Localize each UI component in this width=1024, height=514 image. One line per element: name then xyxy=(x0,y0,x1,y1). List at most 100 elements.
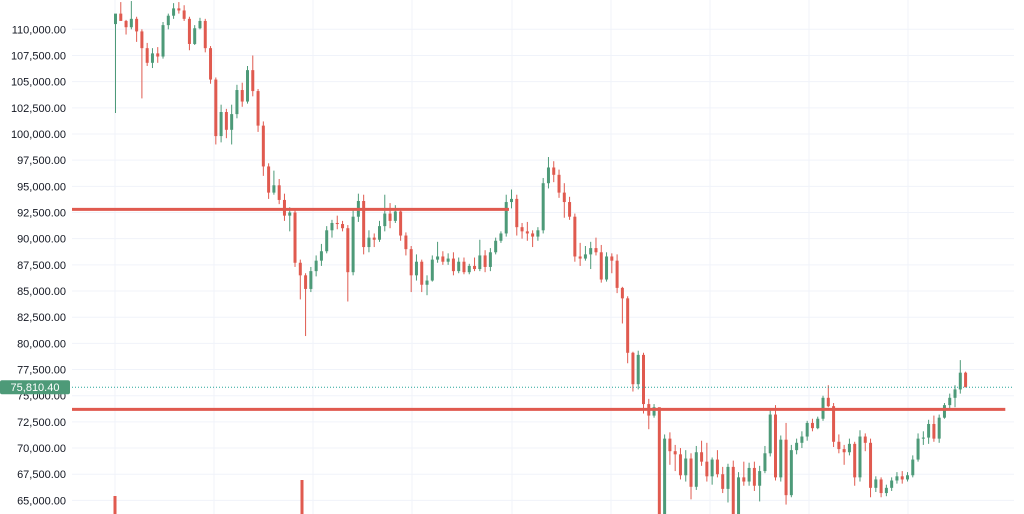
candle-body xyxy=(256,91,260,126)
candle-body xyxy=(774,414,777,478)
candle-body xyxy=(752,467,756,486)
candle-body xyxy=(335,222,339,225)
candle-body xyxy=(942,405,946,418)
y-tick-label: 72,500.00 xyxy=(17,417,66,429)
candle-body xyxy=(884,487,888,494)
candle-body xyxy=(927,423,931,438)
candle-body xyxy=(784,439,788,496)
horizontal-levels[interactable] xyxy=(72,207,1006,411)
candle-body xyxy=(378,226,381,240)
candle-body xyxy=(182,10,186,19)
candle-body xyxy=(457,261,461,272)
candle-body xyxy=(325,230,329,252)
candle-body xyxy=(605,256,609,280)
candle-body xyxy=(789,450,793,496)
candle-body xyxy=(161,25,165,57)
candle-body xyxy=(304,275,308,289)
candle-body xyxy=(341,224,345,229)
candle-body xyxy=(816,418,820,429)
candle-body xyxy=(795,442,799,451)
candle-body xyxy=(156,53,160,57)
candle-body xyxy=(177,8,181,11)
candle-body xyxy=(921,437,925,439)
y-tick-label: 67,500.00 xyxy=(17,469,66,481)
candle-body xyxy=(203,20,207,49)
candle-body xyxy=(826,397,830,407)
candle-body xyxy=(399,211,403,236)
candle-body xyxy=(863,436,867,443)
y-tick-label: 82,500.00 xyxy=(17,312,66,324)
candle-body xyxy=(393,211,397,221)
candle-body xyxy=(573,216,577,257)
candle-body xyxy=(499,233,503,241)
candle-body xyxy=(763,453,767,472)
candle-body xyxy=(293,212,297,263)
candle-body xyxy=(805,422,809,437)
candle-body xyxy=(230,114,234,130)
candle-body xyxy=(150,53,154,63)
candle-body xyxy=(890,480,894,488)
candle-body xyxy=(663,438,667,514)
candle-body xyxy=(610,256,614,261)
candle-body xyxy=(937,417,941,439)
candle-body xyxy=(552,167,556,175)
candle-body xyxy=(837,441,841,450)
candle-body xyxy=(187,18,191,44)
candle-body xyxy=(832,406,836,442)
candle-body xyxy=(620,287,624,299)
candle-body xyxy=(277,185,281,200)
candle-body xyxy=(383,213,387,227)
volume-bar xyxy=(300,480,304,514)
candle-body xyxy=(589,248,593,255)
candle-body xyxy=(478,255,482,270)
candle-body xyxy=(715,459,719,475)
candle-body xyxy=(657,407,661,514)
candle-body xyxy=(420,261,424,285)
candle-body xyxy=(948,397,952,406)
grid xyxy=(72,0,1014,514)
candle-body xyxy=(536,230,540,237)
candle-body xyxy=(462,261,466,273)
candle-body xyxy=(557,174,561,193)
candle-body xyxy=(446,258,450,262)
candle-body xyxy=(261,125,265,167)
price-axis: 110,000.00 107,500.00 105,000.00 102,500.00… xyxy=(11,24,66,507)
last-price-tag xyxy=(0,380,70,395)
candle-body xyxy=(451,258,455,272)
candle-body xyxy=(847,443,851,453)
y-tick-label: 97,500.00 xyxy=(17,155,66,167)
y-tick-label: 110,000.00 xyxy=(12,24,66,36)
candle-body xyxy=(251,70,255,92)
candle-body xyxy=(140,31,144,49)
candle-body xyxy=(615,260,619,288)
candle-body xyxy=(314,260,318,272)
candle-body xyxy=(541,183,545,231)
candle-body xyxy=(219,112,223,137)
candle-body xyxy=(758,471,762,486)
candle-body xyxy=(235,90,239,115)
candle-body xyxy=(531,233,535,237)
y-tick-label: 77,500.00 xyxy=(17,365,66,377)
candle-body xyxy=(209,48,213,80)
candle-body xyxy=(129,18,133,28)
candle-body xyxy=(916,438,920,460)
candle-body xyxy=(145,48,149,63)
candle-body xyxy=(404,235,408,250)
y-tick-label: 105,000.00 xyxy=(11,77,66,89)
candle-body xyxy=(309,271,313,289)
candle-body xyxy=(362,200,366,248)
candle-body xyxy=(879,479,883,494)
candle-body xyxy=(288,212,292,216)
candle-body xyxy=(193,28,197,44)
candle-body xyxy=(224,112,228,130)
candle-body xyxy=(119,13,123,21)
candle-body xyxy=(642,354,645,405)
candle-body xyxy=(631,352,635,385)
candle-body xyxy=(800,436,804,443)
candle-body xyxy=(483,255,487,267)
candle-body xyxy=(520,227,524,232)
candle-body xyxy=(869,442,873,488)
candle-body xyxy=(721,474,725,489)
